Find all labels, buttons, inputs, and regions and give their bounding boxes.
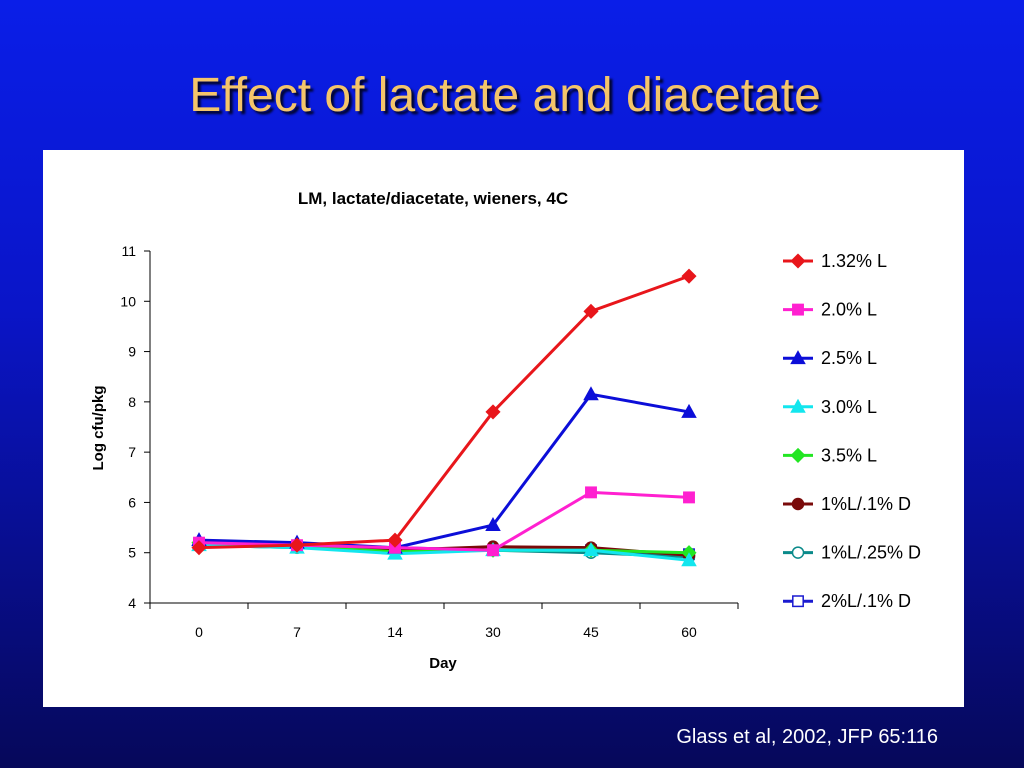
legend-entry: 2%L/.1% D [783, 591, 911, 611]
legend-label: 2%L/.1% D [821, 591, 911, 611]
legend-label: 3.0% L [821, 397, 877, 417]
legend-entry: 2.0% L [783, 300, 877, 320]
legend-label: 2.0% L [821, 300, 877, 320]
data-point [791, 546, 805, 559]
data-point [583, 542, 599, 557]
data-point [790, 350, 806, 365]
data-point [387, 532, 403, 548]
legend-entry: 1.32% L [783, 251, 887, 271]
x-tick-label: 0 [195, 624, 203, 640]
legend-label: 2.5% L [821, 348, 877, 368]
legend-entry: 3.0% L [783, 397, 877, 417]
data-point [790, 398, 806, 413]
legend-entry: 1%L/.1% D [783, 494, 911, 514]
data-point [681, 403, 697, 418]
data-point [289, 537, 305, 553]
slide-title: Effect of lactate and diacetate [189, 69, 821, 122]
data-point [487, 544, 499, 557]
series-line [198, 274, 690, 550]
legend-entry: 3.5% L [783, 445, 877, 465]
data-point [790, 447, 806, 463]
citation: Glass et al, 2002, JFP 65:116 [676, 726, 938, 748]
series-1-32-l [191, 268, 697, 556]
series-line [198, 392, 690, 550]
data-point [683, 491, 695, 504]
series-line [198, 543, 690, 562]
y-tick-label: 10 [120, 293, 136, 309]
y-tick-label: 4 [128, 595, 136, 611]
legend-label: 1.32% L [821, 251, 887, 271]
data-point [681, 268, 697, 284]
y-tick-label: 5 [128, 545, 136, 561]
data-point [485, 404, 501, 420]
data-point [790, 253, 806, 269]
x-tick-label: 60 [681, 624, 697, 640]
series-2-5-l [191, 386, 697, 554]
y-tick-label: 7 [128, 444, 136, 460]
y-tick-label: 9 [128, 344, 136, 360]
legend-entry: 1%L/.25% D [783, 543, 921, 563]
y-tick-label: 11 [121, 243, 136, 259]
data-point [585, 486, 597, 499]
y-axis-label: Log cfu/pkg [90, 386, 107, 471]
chart-series-layer [191, 268, 697, 567]
legend-label: 1%L/.25% D [821, 543, 921, 563]
x-tick-label: 7 [293, 624, 301, 640]
data-point [583, 386, 599, 401]
data-point [485, 517, 501, 532]
data-point [792, 303, 804, 316]
y-tick-label: 6 [128, 494, 136, 510]
data-point [791, 497, 805, 511]
chart-legend: 1.32% L 2.0% L 2.5% L 3.0% L 3.5% L 1%L/.1% D… [783, 251, 921, 611]
data-point [583, 303, 599, 319]
x-tick-label: 45 [583, 624, 599, 640]
legend-label: 1%L/.1% D [821, 494, 911, 514]
legend-label: 3.5% L [821, 445, 877, 465]
legend-entry: 2.5% L [783, 348, 877, 368]
x-axis-label: Day [429, 655, 457, 672]
data-point [191, 540, 207, 556]
data-point [681, 552, 697, 567]
chart-title: LM, lactate/diacetate, wieners, 4C [298, 189, 568, 208]
x-tick-label: 14 [387, 624, 403, 640]
y-tick-label: 8 [128, 394, 136, 410]
line-chart: LM, lactate/diacetate, wieners, 4C 45678… [90, 189, 921, 672]
x-tick-label: 30 [485, 624, 501, 640]
data-point [792, 595, 804, 608]
